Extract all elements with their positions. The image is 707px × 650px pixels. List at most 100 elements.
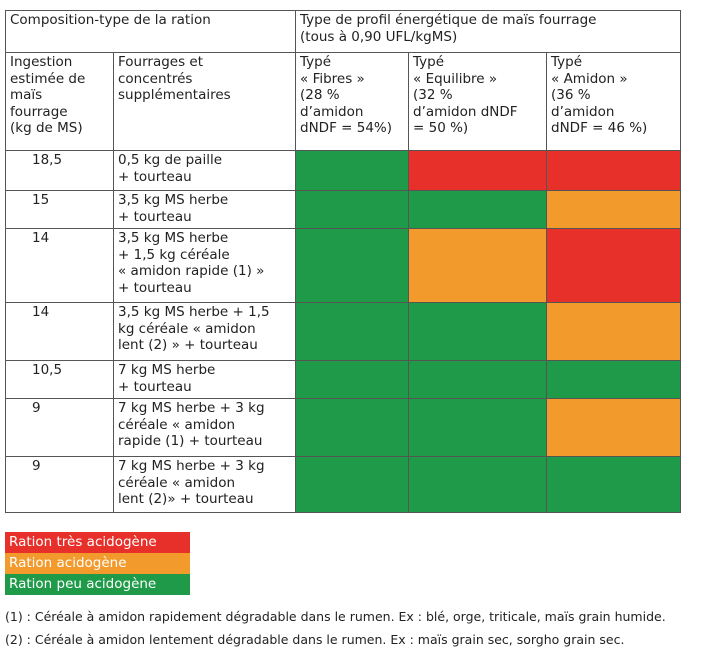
acidity-cell bbox=[295, 302, 410, 361]
text-line: kg céréale « amidon bbox=[118, 320, 256, 337]
text-line: d’amidon bbox=[551, 103, 615, 120]
acidity-cell bbox=[408, 456, 548, 513]
legend: Ration très acidogène Ration acidogène Rat… bbox=[5, 532, 190, 595]
ingestion-cell: 14 bbox=[5, 302, 114, 361]
text-line: Typé bbox=[551, 54, 583, 70]
text-line: rapide (1) + tourteau bbox=[118, 433, 263, 449]
acidity-cell bbox=[408, 150, 548, 191]
text-line: 7 kg MS herbe bbox=[118, 362, 216, 378]
text-line: = 50 %) bbox=[413, 120, 469, 136]
text-line: fourrage bbox=[10, 103, 68, 120]
acidity-cell bbox=[546, 228, 682, 303]
text-line: céréale « amidon bbox=[118, 474, 236, 491]
header-cell: Ingestion estimée de maïs fourrage (kg de MS… bbox=[5, 52, 114, 151]
text-line: d’amidon dNDF bbox=[413, 103, 518, 120]
text-line: céréale « amidon bbox=[118, 416, 236, 433]
text-line: + tourteau bbox=[118, 208, 192, 225]
text-line: dNDF = 54%) bbox=[300, 120, 393, 136]
legend-item: Ration acidogène bbox=[5, 553, 190, 574]
text-line: (kg de MS) bbox=[10, 120, 83, 136]
acidity-cell bbox=[546, 360, 682, 399]
header-row: Ingestion estimée de maïs fourrage (kg de MS… bbox=[5, 52, 682, 151]
fourrages-cell: 7 kg MS herbe + 3 kg céréale « amidon rapi… bbox=[112, 398, 297, 457]
text-line: 0,5 kg de paille bbox=[118, 152, 223, 168]
acidity-cell bbox=[295, 360, 410, 399]
text-line: (28 % bbox=[300, 87, 340, 103]
text-line: Ingestion bbox=[10, 54, 73, 70]
text-line: (tous à 0,90 UFL/kgMS) bbox=[300, 28, 458, 45]
acidity-cell bbox=[546, 302, 682, 361]
acidity-cell bbox=[408, 190, 548, 229]
acidity-cell bbox=[295, 456, 410, 513]
acidity-cell bbox=[295, 228, 410, 303]
text-line: estimée de bbox=[10, 70, 86, 87]
ingestion-cell: 15 bbox=[5, 190, 114, 229]
footnote: (1) : Céréale à amidon rapidement dégrad… bbox=[5, 609, 666, 624]
header-cell: Typé « Amidon » (36 % d’amidon dNDF = 46 %) bbox=[546, 52, 682, 151]
acidity-cell bbox=[295, 398, 410, 457]
acidity-cell bbox=[295, 150, 410, 191]
ration-table: Composition-type de la ration Type de pro… bbox=[4, 10, 682, 513]
ingestion-cell: 10,5 bbox=[5, 360, 114, 399]
text-line: + tourteau bbox=[118, 378, 192, 395]
text-line: Typé bbox=[300, 54, 332, 70]
text-line: lent (2)» + tourteau bbox=[118, 491, 254, 507]
text-line: + tourteau bbox=[118, 279, 192, 296]
table-row: 18,5 0,5 kg de paille + tourteau bbox=[5, 150, 682, 191]
acidity-cell bbox=[295, 190, 410, 229]
text-line: 7 kg MS herbe + 3 kg bbox=[118, 458, 265, 474]
fourrages-cell: 3,5 kg MS herbe + 1,5 kg céréale « amidon… bbox=[112, 302, 297, 361]
acidity-cell bbox=[546, 190, 682, 229]
text-line: lent (2) » + tourteau bbox=[118, 337, 258, 353]
table-row: 15 3,5 kg MS herbe + tourteau bbox=[5, 190, 682, 229]
acidity-cell bbox=[546, 456, 682, 513]
text-line: (32 % bbox=[413, 87, 453, 103]
legend-item: Ration très acidogène bbox=[5, 532, 190, 553]
fourrages-cell: 7 kg MS herbe + tourteau bbox=[112, 360, 297, 399]
text-line: 3,5 kg MS herbe bbox=[118, 192, 229, 208]
fourrages-cell: 3,5 kg MS herbe + tourteau bbox=[112, 190, 297, 229]
text-line: d’amidon bbox=[300, 103, 364, 120]
text-line: « Equilibre » bbox=[413, 70, 498, 87]
acidity-cell bbox=[408, 228, 548, 303]
header-cell: Type de profil énergétique de maïs fourr… bbox=[295, 10, 682, 53]
acidity-cell bbox=[408, 398, 548, 457]
fourrages-cell: 0,5 kg de paille + tourteau bbox=[112, 150, 297, 191]
table-row: 14 3,5 kg MS herbe + 1,5 kg céréale « amido… bbox=[5, 228, 682, 303]
text-line: « amidon rapide (1) » bbox=[118, 263, 265, 279]
fourrages-cell: 3,5 kg MS herbe + 1,5 kg céréale « amidon … bbox=[112, 228, 297, 303]
text-line: 3,5 kg MS herbe + 1,5 bbox=[118, 304, 270, 320]
header-cell: Fourrages et concentrés supplémentaires bbox=[112, 52, 297, 151]
fourrages-cell: 7 kg MS herbe + 3 kg céréale « amidon lent… bbox=[112, 456, 297, 513]
text-line: + tourteau bbox=[118, 168, 192, 185]
table-row: 14 3,5 kg MS herbe + 1,5 kg céréale « amid… bbox=[5, 302, 682, 361]
ingestion-cell: 9 bbox=[5, 398, 114, 457]
text-line: Type de profil énergétique de maïs fourr… bbox=[300, 12, 597, 28]
text-line: Typé bbox=[413, 54, 445, 70]
text-line: + 1,5 kg céréale bbox=[118, 246, 230, 263]
text-line: (36 % bbox=[551, 87, 591, 103]
text-line: supplémentaires bbox=[118, 87, 231, 103]
header-cell: Typé « Fibres » (28 % d’amidon dNDF = 54%) bbox=[295, 52, 410, 151]
text-line: concentrés bbox=[118, 70, 193, 87]
legend-item: Ration peu acidogène bbox=[5, 574, 190, 595]
acidity-cell bbox=[408, 360, 548, 399]
text-line: 7 kg MS herbe + 3 kg bbox=[118, 400, 265, 416]
ingestion-cell: 14 bbox=[5, 228, 114, 303]
acidity-cell bbox=[546, 150, 682, 191]
header-cell: Typé « Equilibre » (32 % d’amidon dNDF = 50 … bbox=[408, 52, 548, 151]
footnote: (2) : Céréale à amidon lentement dégrada… bbox=[5, 632, 625, 647]
ingestion-cell: 18,5 bbox=[5, 150, 114, 191]
text-line: Fourrages et bbox=[118, 54, 204, 70]
table-row: 10,5 7 kg MS herbe + tourteau bbox=[5, 360, 682, 399]
text-line: « Amidon » bbox=[551, 70, 628, 87]
text-line: maïs bbox=[10, 87, 43, 103]
text-line: « Fibres » bbox=[300, 70, 365, 87]
text-line: 3,5 kg MS herbe bbox=[118, 230, 229, 246]
header-cell: Composition-type de la ration bbox=[4, 10, 297, 53]
acidity-cell bbox=[546, 398, 682, 457]
text-line: dNDF = 46 %) bbox=[551, 120, 648, 136]
